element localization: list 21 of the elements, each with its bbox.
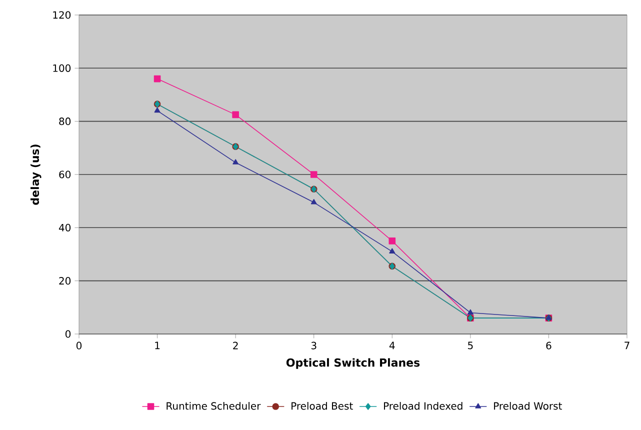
x-tick-label: 0 <box>76 342 82 350</box>
x-tick-label: 7 <box>624 342 630 350</box>
x-tick-label: 1 <box>155 342 160 350</box>
y-tick-label: 40 <box>58 224 71 232</box>
x-tick-label: 6 <box>546 342 552 350</box>
y-tick-label: 120 <box>53 11 71 19</box>
y-tick-label: 100 <box>53 64 71 72</box>
legend-label: Preload Worst <box>494 402 562 410</box>
y-tick-label: 80 <box>59 118 71 126</box>
x-tick-label: 5 <box>468 342 473 350</box>
y-axis-title: delay (us) <box>30 144 42 205</box>
legend-label: Runtime Scheduler <box>166 402 261 410</box>
legend-label: Preload Best <box>292 402 353 410</box>
x-tick-label: 2 <box>233 342 238 350</box>
x-tick-label: 3 <box>311 342 316 350</box>
y-tick-label: 20 <box>59 277 71 285</box>
legend-label: Preload Indexed <box>384 402 462 410</box>
y-tick-label: 60 <box>59 170 71 178</box>
x-axis-title: Optical Switch Planes <box>286 358 420 369</box>
x-tick-label: 4 <box>389 342 395 350</box>
y-tick-label: 0 <box>66 330 71 338</box>
